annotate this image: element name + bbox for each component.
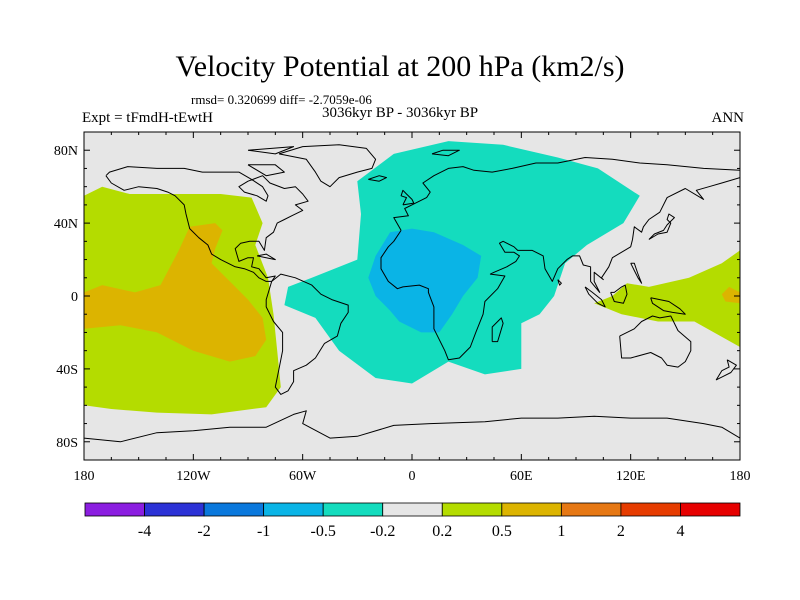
season-label: ANN: [711, 110, 745, 126]
coast-madagascar: [491, 317, 504, 343]
coast-sri-lanka: [557, 279, 562, 286]
colorbar-swatch: [382, 502, 443, 517]
lon-tick-label: 180: [74, 469, 95, 484]
colorbar-swatch: [84, 502, 145, 517]
colorbar-swatch: [441, 502, 503, 517]
coast-hudson-islands: [247, 164, 285, 177]
lat-tick-label: 0: [71, 290, 78, 305]
coast-japan: [648, 213, 675, 240]
coastlines: [84, 144, 740, 443]
colorbar: -4 -2 -1 -0.5 -0.2 0.2 0.5 1 2 4: [84, 502, 741, 540]
colorbar-swatch: [620, 502, 681, 517]
colorbar-label: 2: [617, 523, 625, 540]
colorbar-label: 1: [557, 523, 565, 540]
colorbar-label: -2: [197, 523, 210, 540]
colorbar-label: 4: [676, 523, 684, 540]
colorbar-swatch: [263, 502, 324, 517]
colorbar-label: -1: [257, 523, 270, 540]
lon-tick-label: 60W: [289, 469, 317, 484]
lon-tick-label: 120E: [616, 469, 646, 484]
experiment-label: Expt = tFmdH-tEwtH: [82, 110, 213, 126]
period-label: 3036kyr BP - 3036kyr BP: [322, 105, 479, 121]
shaded-fields: [84, 141, 740, 415]
lon-tick-label: 120W: [176, 469, 211, 484]
coast-eurasia-africa: [380, 157, 740, 361]
coast-new-guinea: [650, 297, 686, 315]
coast-north-america: [105, 166, 309, 282]
coast-cuba: [257, 253, 276, 261]
field-pacific-strong-positive: [84, 223, 267, 362]
lon-tick-label: 60E: [510, 469, 533, 484]
coast-ellesmere: [247, 146, 295, 155]
colorbar-swatch: [560, 502, 622, 517]
map-title: Velocity Potential at 200 hPa (km2/s): [175, 50, 625, 83]
coast-iceland: [368, 175, 387, 182]
lat-tick-label: 40S: [56, 363, 78, 378]
colorbar-swatch: [203, 502, 265, 517]
colorbar-label: -0.2: [370, 523, 395, 540]
coast-sumatra: [584, 286, 606, 308]
colorbar-label: 0.2: [432, 523, 452, 540]
field-africa-strong-negative: [368, 228, 482, 333]
coast-svalbard: [431, 149, 460, 157]
coast-borneo: [610, 284, 628, 304]
lat-tick-label: 40N: [54, 217, 78, 232]
coast-philippines: [630, 262, 643, 284]
axis-ticks: 80N 40N 0 40S 80S 180 120W 60W 0 60E 120E 180: [54, 131, 751, 484]
field-maritime-strong-positive: [721, 286, 740, 304]
coast-britain: [400, 189, 415, 206]
colorbar-label: -0.5: [311, 523, 336, 540]
coast-new-zealand: [715, 359, 737, 381]
colorbar-label: -4: [138, 523, 151, 540]
colorbar-label: 0.5: [492, 523, 512, 540]
coast-australia: [619, 315, 692, 368]
lon-tick-label: 0: [409, 469, 416, 484]
lon-tick-label: 180: [730, 469, 751, 484]
coast-antarctica: [84, 410, 740, 443]
coast-greenland: [278, 144, 377, 188]
colorbar-swatch: [322, 502, 384, 517]
colorbar-swatch: [680, 502, 741, 517]
colorbar-swatch: [144, 502, 205, 517]
rmsd-diff-stats: rmsd= 0.320699 diff= -2.7059e-06: [191, 92, 372, 107]
field-maritime-positive: [594, 250, 740, 347]
lat-tick-label: 80N: [54, 144, 78, 159]
colorbar-swatch: [501, 502, 562, 517]
lat-tick-label: 80S: [56, 436, 78, 451]
coast-south-america: [265, 273, 349, 395]
